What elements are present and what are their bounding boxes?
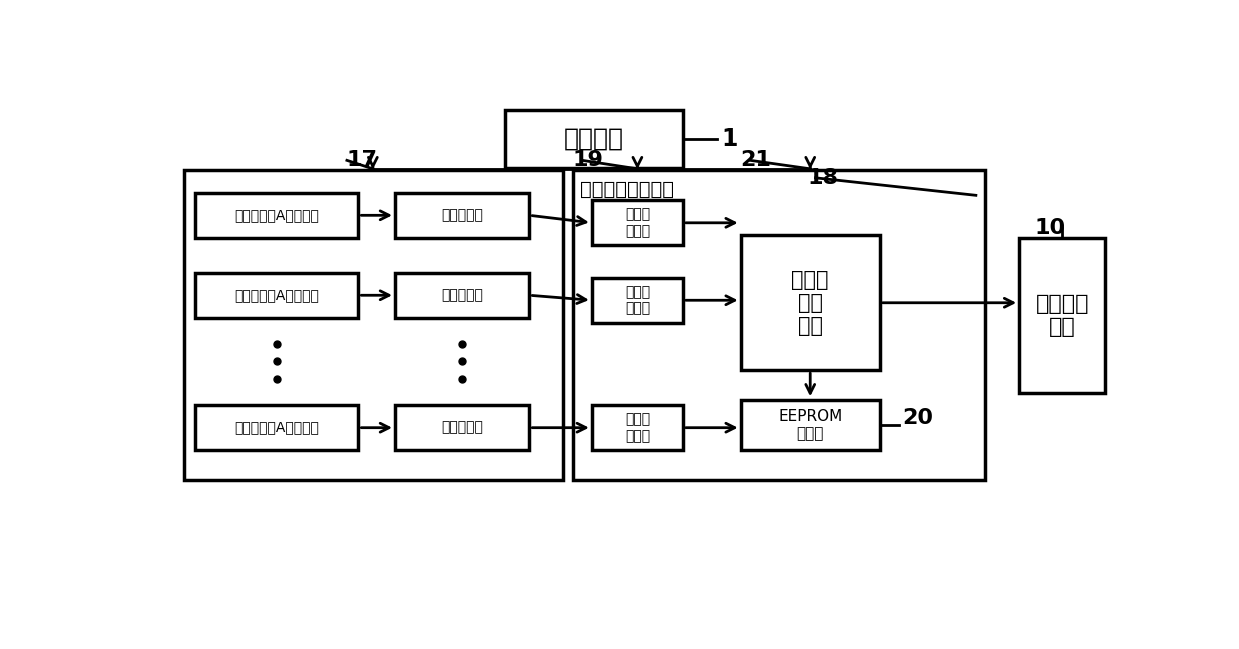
Text: 电源模块: 电源模块 [564,127,624,151]
Bar [592,405,683,450]
Text: 10: 10 [1035,218,1066,238]
Bar [741,400,880,450]
Bar [592,201,683,245]
Text: 光耦隔
离模块: 光耦隔 离模块 [624,208,650,238]
Bar [196,193,358,238]
Text: 高压断路器A相上触头: 高压断路器A相上触头 [234,288,320,302]
Text: 单片机
最小
系统: 单片机 最小 系统 [792,269,829,336]
Text: 17: 17 [347,151,378,170]
Text: 温度传感器: 温度传感器 [441,421,483,435]
Text: 高压断路器A相上触头: 高压断路器A相上触头 [234,208,320,223]
Bar [741,236,880,370]
Text: 高压断路器A相上触头: 高压断路器A相上触头 [234,421,320,435]
Bar [592,278,683,323]
Text: 19: 19 [572,151,603,170]
Text: 21: 21 [741,151,772,170]
Text: 温度传感器: 温度传感器 [441,288,483,302]
Text: 温度传感器: 温度传感器 [441,208,483,223]
Bar [572,170,985,480]
Bar [196,405,358,450]
Text: 20: 20 [902,408,933,428]
Bar [395,405,529,450]
Text: EEPROM
存储器: EEPROM 存储器 [778,409,843,441]
Text: 触头温升监控终端: 触头温升监控终端 [580,180,674,199]
Text: 18: 18 [808,168,839,188]
Bar [1018,238,1105,393]
Bar [196,273,358,318]
Bar [395,193,529,238]
Text: 无线收发
模块: 无线收发 模块 [1036,293,1089,337]
Bar [506,110,683,168]
Bar [183,170,563,480]
Text: 光耦隔
离模块: 光耦隔 离模块 [624,413,650,443]
Bar [395,273,529,318]
Text: 光耦隔
离模块: 光耦隔 离模块 [624,285,650,315]
Text: 1: 1 [721,127,737,151]
